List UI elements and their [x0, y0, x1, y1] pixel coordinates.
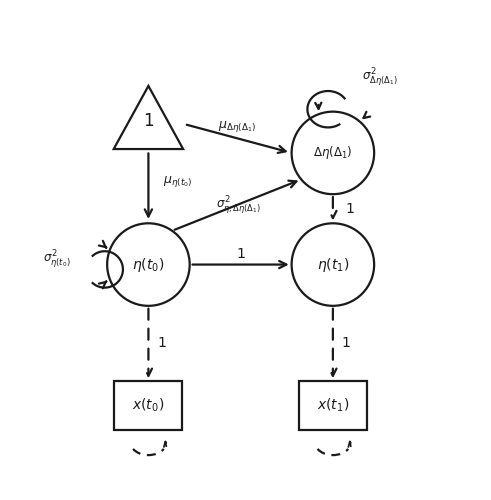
Text: $x(t_0)$: $x(t_0)$ [132, 396, 164, 414]
Text: 1: 1 [342, 336, 351, 350]
Text: 1: 1 [236, 247, 245, 261]
Text: $\eta(t_1)$: $\eta(t_1)$ [317, 256, 349, 274]
Text: $\sigma^2_{\eta(t_0)}$: $\sigma^2_{\eta(t_0)}$ [43, 248, 71, 270]
Text: $\sigma^2_{\eta,\Delta\eta(\Delta_1)}$: $\sigma^2_{\eta,\Delta\eta(\Delta_1)}$ [217, 196, 261, 218]
Text: $\eta(t_0)$: $\eta(t_0)$ [132, 256, 164, 274]
Text: $x(t_1)$: $x(t_1)$ [317, 396, 349, 414]
Text: $\mu_{\eta(t_0)}$: $\mu_{\eta(t_0)}$ [163, 174, 192, 189]
Text: $\mu_{\Delta\eta(\Delta_1)}$: $\mu_{\Delta\eta(\Delta_1)}$ [218, 118, 256, 134]
Text: 1: 1 [143, 112, 154, 130]
Text: 1: 1 [157, 336, 166, 350]
Text: $\Delta\eta(\Delta_1)$: $\Delta\eta(\Delta_1)$ [313, 144, 353, 162]
Text: $\sigma^2_{\Delta\eta(\Delta_1)}$: $\sigma^2_{\Delta\eta(\Delta_1)}$ [362, 66, 398, 88]
Text: 1: 1 [345, 202, 354, 215]
